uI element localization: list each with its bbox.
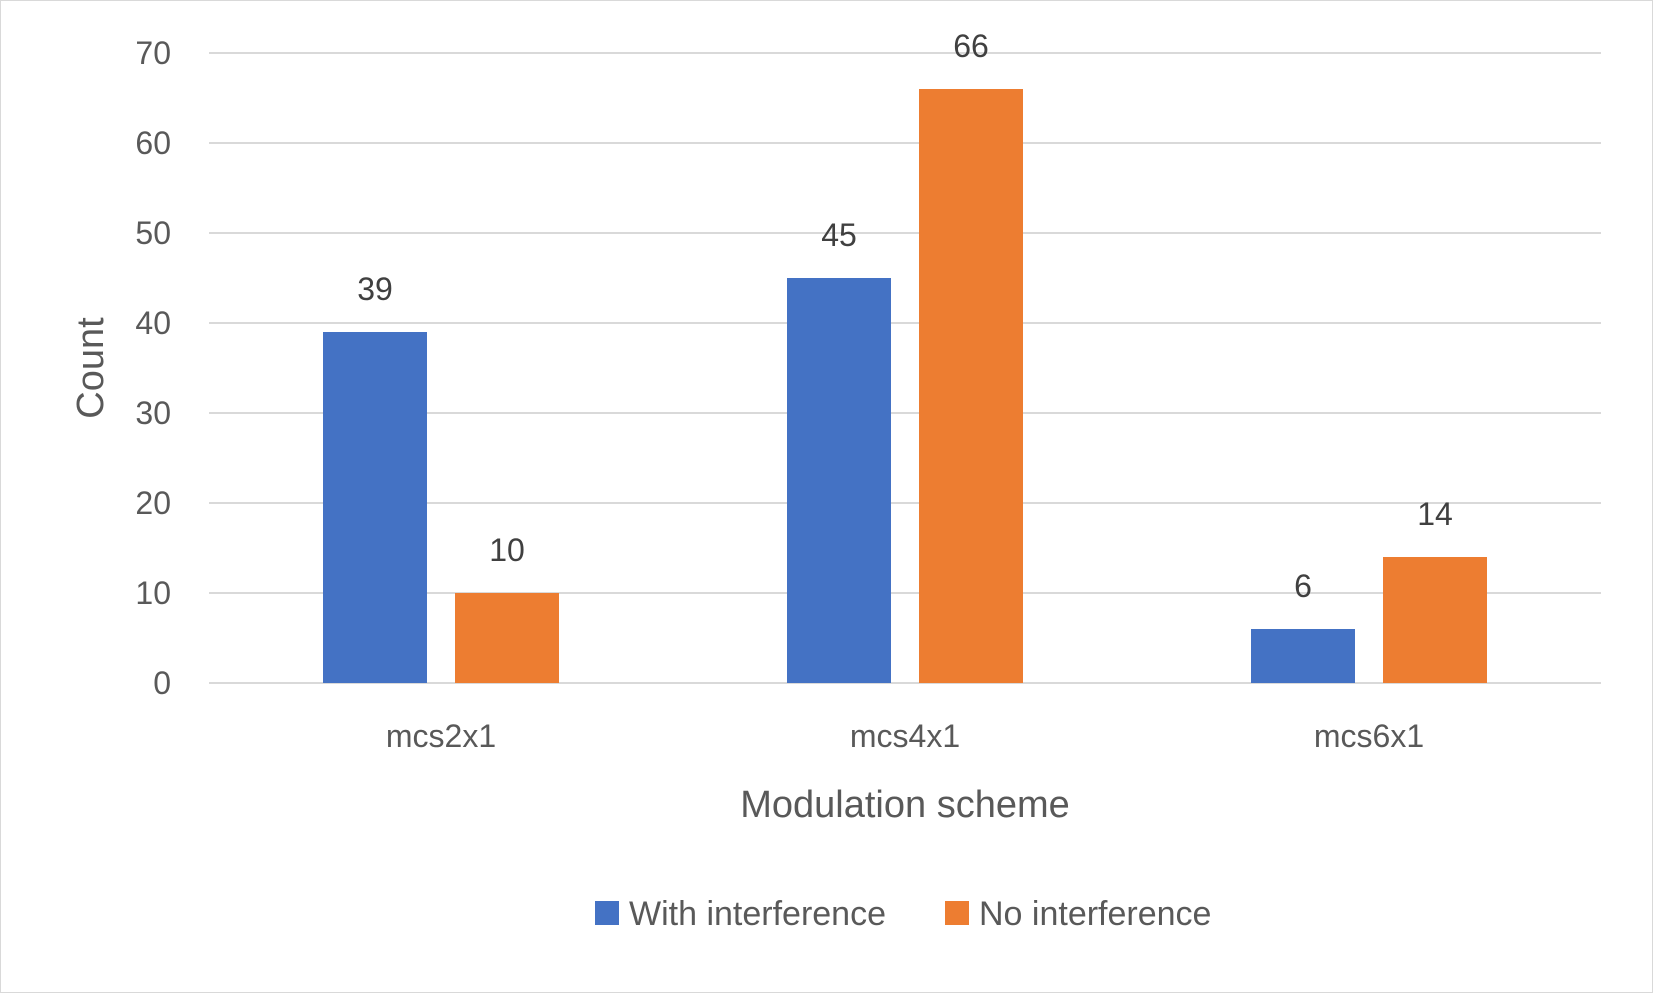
legend: With interference No interference: [595, 895, 1211, 933]
x-tick-label: mcs4x1: [850, 718, 960, 754]
legend-swatch: [595, 901, 619, 925]
data-label: 45: [821, 217, 857, 253]
x-tick-label: mcs6x1: [1314, 718, 1424, 754]
y-tick-label: 60: [135, 125, 171, 161]
y-tick-label: 50: [135, 215, 171, 251]
bar: [1251, 629, 1355, 683]
bar: [919, 89, 1023, 683]
y-tick-label: 10: [135, 575, 171, 611]
y-tick-label: 20: [135, 485, 171, 521]
data-label: 14: [1417, 496, 1453, 532]
bars: [323, 89, 1487, 683]
bar: [1383, 557, 1487, 683]
x-axis-ticks: mcs2x1 mcs4x1 mcs6x1: [386, 718, 1424, 754]
legend-swatch: [945, 901, 969, 925]
y-tick-label: 40: [135, 305, 171, 341]
y-axis-ticks: 0 10 20 30 40 50 60 70: [135, 35, 171, 701]
data-label: 6: [1294, 568, 1312, 604]
y-tick-label: 0: [153, 665, 171, 701]
bar: [323, 332, 427, 683]
y-axis-title: Count: [70, 317, 112, 419]
data-label: 39: [357, 271, 393, 307]
y-tick-label: 30: [135, 395, 171, 431]
x-axis-title: Modulation scheme: [740, 784, 1070, 826]
data-label: 66: [953, 28, 989, 64]
bar: [787, 278, 891, 683]
gridlines: [209, 52, 1601, 684]
bar: [455, 593, 559, 683]
legend-label: No interference: [979, 895, 1211, 933]
y-tick-label: 70: [135, 35, 171, 71]
legend-label: With interference: [629, 895, 886, 933]
x-tick-label: mcs2x1: [386, 718, 496, 754]
data-label: 10: [489, 532, 525, 568]
